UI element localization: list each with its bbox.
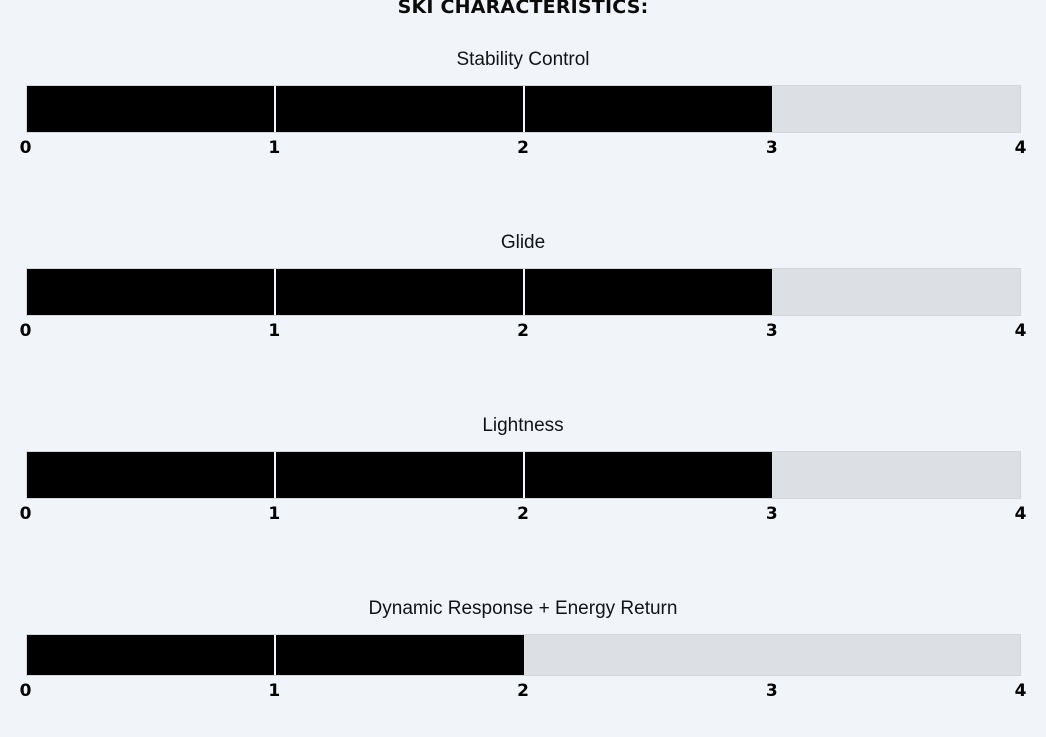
- rating-segment: [26, 86, 276, 132]
- rating-segment: [525, 269, 773, 315]
- characteristic-row-glide: Glide 0 1 2 3 4: [0, 229, 1046, 344]
- scale-tick: 0: [19, 681, 32, 701]
- rating-bar: [25, 451, 1021, 499]
- rating-segment: [524, 635, 772, 675]
- page-title: SKI CHARACTERISTICS:: [397, 0, 649, 18]
- scale-tick: 3: [765, 321, 778, 341]
- scale-tick: 3: [765, 504, 778, 524]
- scale-tick: 1: [268, 321, 281, 341]
- scale-tick: 3: [765, 681, 778, 701]
- scale-tick: 1: [268, 138, 281, 158]
- rating-scale-ticks: 0 1 2 3 4: [20, 137, 1027, 161]
- scale-tick: 0: [19, 504, 32, 524]
- rating-segment: [26, 452, 276, 498]
- scale-tick: 4: [1014, 138, 1027, 158]
- rating-bar: [25, 85, 1021, 133]
- rating-segment: [275, 452, 525, 498]
- characteristic-row-dynamic-response: Dynamic Response + Energy Return 0 1 2 3…: [0, 595, 1046, 704]
- rating-scale-ticks: 0 1 2 3 4: [20, 320, 1027, 344]
- rating-segment: [772, 269, 1019, 315]
- characteristic-label: Stability Control: [456, 49, 590, 70]
- scale-tick: 2: [517, 321, 529, 341]
- scale-tick: 1: [268, 504, 281, 524]
- rating-bar-track: [25, 268, 1021, 316]
- scale-tick: 2: [517, 138, 529, 158]
- rating-segment: [276, 635, 524, 675]
- rating-segment: [772, 635, 1020, 675]
- rating-bar-track: [25, 634, 1021, 676]
- characteristic-label: Dynamic Response + Energy Return: [368, 598, 678, 619]
- characteristic-label: Glide: [500, 232, 546, 253]
- rating-bar-track: [25, 85, 1021, 133]
- rating-segment: [772, 86, 1019, 132]
- scale-tick: 4: [1014, 321, 1027, 341]
- scale-tick: 0: [19, 138, 32, 158]
- scale-tick: 2: [517, 681, 529, 701]
- rating-segment: [275, 269, 525, 315]
- rating-segment: [26, 635, 277, 675]
- rating-bar-track: [25, 451, 1021, 499]
- rating-bar: [25, 268, 1021, 316]
- scale-tick: 4: [1014, 681, 1027, 701]
- rating-segment: [525, 86, 773, 132]
- rating-bar: [25, 634, 1021, 676]
- rating-scale-ticks: 0 1 2 3 4: [20, 680, 1027, 704]
- scale-tick: 3: [765, 138, 778, 158]
- rating-segment: [525, 452, 773, 498]
- rating-segment: [26, 269, 276, 315]
- scale-tick: 2: [517, 504, 529, 524]
- scale-tick: 0: [19, 321, 32, 341]
- characteristic-label: Lightness: [482, 415, 564, 436]
- scale-tick: 4: [1014, 504, 1027, 524]
- characteristic-row-lightness: Lightness 0 1 2 3 4: [0, 412, 1046, 527]
- rating-scale-ticks: 0 1 2 3 4: [20, 503, 1027, 527]
- rating-segment: [275, 86, 525, 132]
- characteristic-row-stability-control: Stability Control 0 1 2 3 4: [0, 46, 1046, 161]
- scale-tick: 1: [268, 681, 281, 701]
- rating-segment: [772, 452, 1019, 498]
